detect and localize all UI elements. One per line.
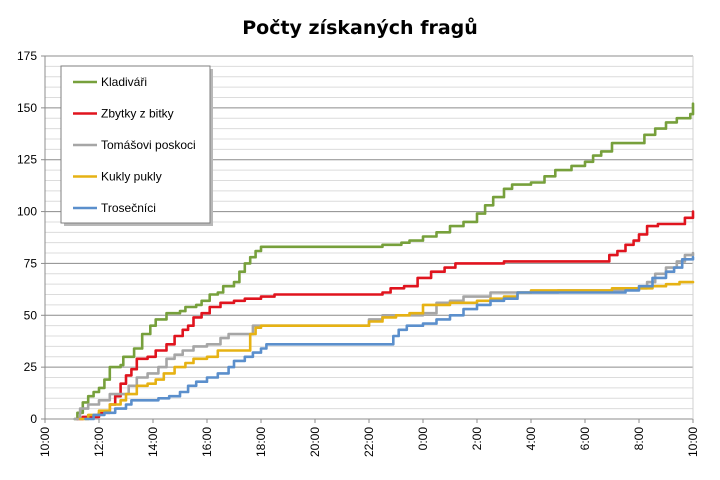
legend-label: Zbytky z bitky bbox=[101, 107, 174, 121]
series-line-1 bbox=[73, 102, 695, 421]
axes: 0 25 50 75 100 125 150 175 10:00 12:00 14:00 16:00 1… bbox=[17, 49, 700, 457]
legend-label: Trosečníci bbox=[101, 201, 156, 215]
y-tick-label: 150 bbox=[17, 101, 37, 115]
legend-label: Tomášovi poskoci bbox=[101, 138, 196, 152]
x-tick-label: 0:00 bbox=[416, 427, 430, 451]
series-lines bbox=[73, 102, 695, 421]
legend-label: Kladiváři bbox=[101, 75, 147, 89]
x-tick-label: 10:00 bbox=[686, 427, 700, 457]
y-tick-label: 100 bbox=[17, 205, 37, 219]
x-tick-label: 14:00 bbox=[146, 427, 160, 457]
legend: Kladiváři Zbytky z bitky Tomášovi poskoci K… bbox=[60, 65, 213, 226]
y-tick-label: 50 bbox=[24, 308, 38, 322]
legend-label: Kukly pukly bbox=[101, 170, 162, 184]
x-tick-label: 20:00 bbox=[308, 427, 322, 457]
series-line-4 bbox=[78, 280, 695, 421]
x-tick-label: 18:00 bbox=[254, 427, 268, 457]
x-tick-label: 16:00 bbox=[200, 427, 214, 457]
x-tick-label: 10:00 bbox=[38, 427, 52, 457]
x-tick-label: 12:00 bbox=[92, 427, 106, 457]
series-line-2 bbox=[76, 210, 695, 421]
x-tick-label: 22:00 bbox=[362, 427, 376, 457]
y-tick-label: 125 bbox=[17, 153, 37, 167]
chart-title: Počty získaných fragů bbox=[242, 16, 478, 39]
y-tick-label: 175 bbox=[17, 49, 37, 63]
x-tick-label: 2:00 bbox=[470, 427, 484, 451]
x-tick-label: 8:00 bbox=[632, 427, 646, 451]
y-tick-label: 0 bbox=[30, 412, 37, 426]
x-tick-label: 6:00 bbox=[578, 427, 592, 451]
series-line-5 bbox=[84, 255, 695, 421]
y-tick-label: 25 bbox=[24, 360, 38, 374]
y-tick-label: 75 bbox=[24, 256, 38, 270]
x-tick-label: 4:00 bbox=[524, 427, 538, 451]
